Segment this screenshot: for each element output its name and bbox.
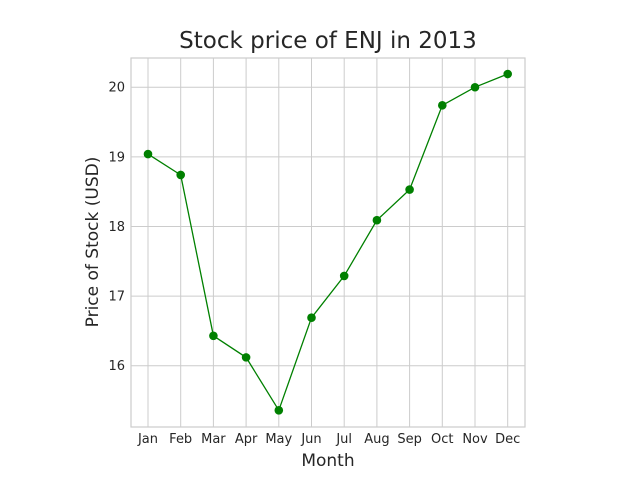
data-point-jan: [143, 149, 153, 159]
data-point-apr: [241, 353, 251, 362]
x-tick-label: Feb: [169, 432, 192, 447]
x-axis-label: Month: [301, 451, 354, 471]
data-point-sep: [405, 185, 414, 194]
data-point-aug: [372, 215, 382, 225]
data-point-may: [274, 405, 284, 415]
y-tick-label: 17: [108, 290, 125, 305]
y-axis-label: Price of Stock (USD): [83, 157, 103, 328]
x-tick-label: Jul: [335, 432, 352, 447]
x-tick-label: Nov: [462, 432, 488, 447]
data-point-dec: [503, 69, 512, 79]
x-tick-label: Jan: [137, 432, 158, 447]
x-tick-label: Apr: [235, 432, 258, 447]
y-tick-label: 20: [108, 81, 125, 96]
data-point-mar: [209, 331, 218, 341]
y-tick-label: 18: [108, 220, 125, 235]
data-point-oct: [438, 101, 447, 110]
x-tick-label: Sep: [397, 432, 422, 447]
data-point-jun: [307, 313, 316, 322]
x-tick-label: Mar: [201, 432, 226, 447]
series-layer: [143, 69, 512, 415]
data-point-jul: [339, 271, 349, 281]
tick-layer: Jan Feb Mar Apr May Jun Jul Aug Sep Oct Nov Dec 16 17…: [108, 81, 520, 447]
data-point-nov: [470, 82, 480, 92]
x-tick-label: Jun: [300, 432, 321, 447]
series-line: [147, 73, 508, 412]
y-tick-label: 16: [108, 359, 125, 374]
y-tick-label: 19: [108, 150, 125, 165]
plot-frame: [130, 57, 526, 428]
x-tick-label: Dec: [495, 432, 520, 447]
chart-title: Stock price of ENJ in 2013: [179, 28, 477, 54]
x-tick-label: Oct: [431, 432, 453, 447]
x-tick-label: May: [265, 432, 292, 447]
data-point-feb: [176, 170, 185, 180]
x-tick-label: Aug: [364, 432, 389, 447]
